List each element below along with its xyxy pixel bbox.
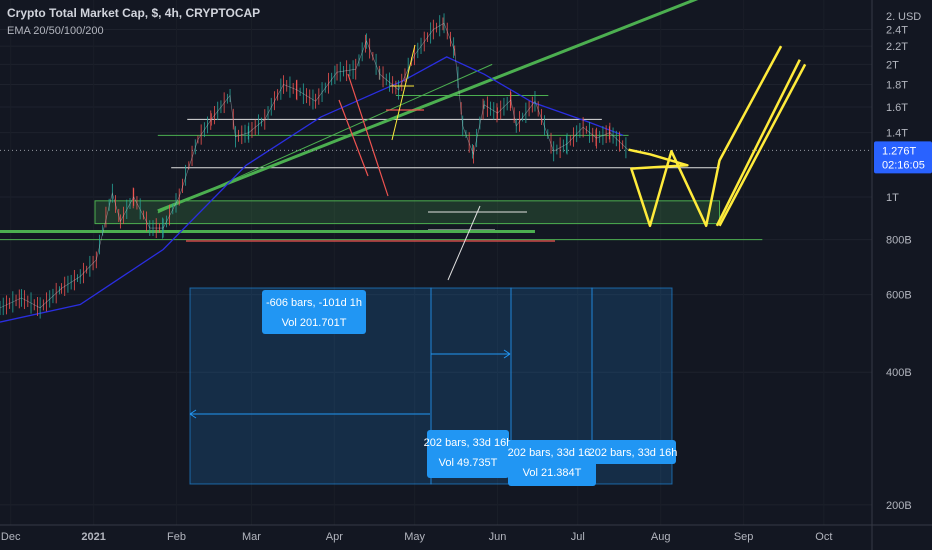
ema-line xyxy=(0,56,624,323)
y-tick-label: 1T xyxy=(886,192,899,204)
measure-label: 202 bars, 33d 16h Vol 49.735T xyxy=(424,430,513,478)
x-tick-label: Dec xyxy=(1,531,21,543)
y-tick-label: 200B xyxy=(886,500,912,512)
y-tick-label: 2.4T xyxy=(886,24,908,36)
y-axis[interactable]: 2. USD200B400B600B800B1T1.4T1.6T1.8T2T2.2… xyxy=(871,0,932,550)
pattern-line xyxy=(447,205,481,281)
indicator-legend[interactable]: EMA 20/50/100/200 xyxy=(7,25,104,37)
series xyxy=(0,13,872,323)
y-axis-top-label: 2. USD xyxy=(886,11,921,23)
y-tick-label: 400B xyxy=(886,367,912,379)
chart-title: Crypto Total Market Cap, $, 4h, CRYPTOCA… xyxy=(7,6,261,20)
x-tick-label: 2021 xyxy=(81,531,105,543)
zone-box xyxy=(94,200,721,225)
measure-label-text: 202 bars, 33d 16h xyxy=(424,437,513,449)
x-tick-label: May xyxy=(404,531,425,543)
measure-arrowhead xyxy=(189,409,197,419)
measure-label-box xyxy=(508,440,596,486)
zones xyxy=(94,200,721,225)
grid xyxy=(0,28,872,506)
measure-label-text: Vol 49.735T xyxy=(439,457,498,469)
measure-label-box xyxy=(262,290,366,334)
x-axis[interactable]: Dec 2021 Feb Mar Apr May Jun Jul Aug Sep Oct xyxy=(0,524,932,543)
x-tick-label: Feb xyxy=(167,531,186,543)
y-tick-label: 2.2T xyxy=(886,41,908,53)
pattern-line xyxy=(338,99,369,177)
measure-label-text: 202 bars, 33d 16h xyxy=(589,447,678,459)
current-price-value: 1.276T xyxy=(882,145,917,157)
x-tick-label: Jun xyxy=(489,531,507,543)
x-tick-label: Jul xyxy=(571,531,585,543)
x-tick-label: Oct xyxy=(815,531,832,543)
measure-label: -606 bars, -101d 1h Vol 201.701T xyxy=(262,290,366,334)
projection-path xyxy=(628,45,783,228)
y-tick-label: 1.4T xyxy=(886,128,908,140)
y-axis-unit: USD xyxy=(898,11,921,23)
projection-line xyxy=(718,63,807,227)
trendline xyxy=(157,0,699,213)
trendlines xyxy=(0,0,699,233)
measure-label-text: -606 bars, -101d 1h xyxy=(266,297,362,309)
price-line xyxy=(0,22,629,309)
countdown-value: 02:16:05 xyxy=(882,159,925,171)
y-tick-label: 600B xyxy=(886,290,912,302)
measure-arrowhead xyxy=(503,349,511,359)
x-tick-label: Apr xyxy=(326,531,343,543)
pattern-line xyxy=(347,73,389,197)
measure-label: 202 bars, 33d 16h Vol 21.384T xyxy=(508,440,597,486)
y-tick-label: 1.8T xyxy=(886,80,908,92)
measure-label-text: 202 bars, 33d 16h xyxy=(508,447,597,459)
pattern-line xyxy=(391,44,416,141)
y-axis-top-value: 2. xyxy=(886,11,895,23)
trendline xyxy=(157,63,493,214)
projection xyxy=(628,45,807,228)
measure-label: 202 bars, 33d 16h xyxy=(589,440,678,464)
measure-label-text: Vol 201.701T xyxy=(282,317,347,329)
y-tick-label: 2T xyxy=(886,59,899,71)
x-tick-label: Sep xyxy=(734,531,754,543)
measure-label-box xyxy=(590,440,676,464)
measure-labels: -606 bars, -101d 1h Vol 201.701T 202 bars,… xyxy=(262,290,677,486)
measure-label-box xyxy=(427,430,509,478)
y-tick-label: 800B xyxy=(886,235,912,247)
measure-label-text: Vol 21.384T xyxy=(523,467,582,479)
x-tick-label: Aug xyxy=(651,531,671,543)
current-price-box xyxy=(874,141,932,174)
projection-line xyxy=(715,59,801,227)
current-price-label: 1.276T 02:16:05 xyxy=(874,141,932,174)
x-tick-label: Mar xyxy=(242,531,261,543)
y-tick-label: 1.6T xyxy=(886,102,908,114)
